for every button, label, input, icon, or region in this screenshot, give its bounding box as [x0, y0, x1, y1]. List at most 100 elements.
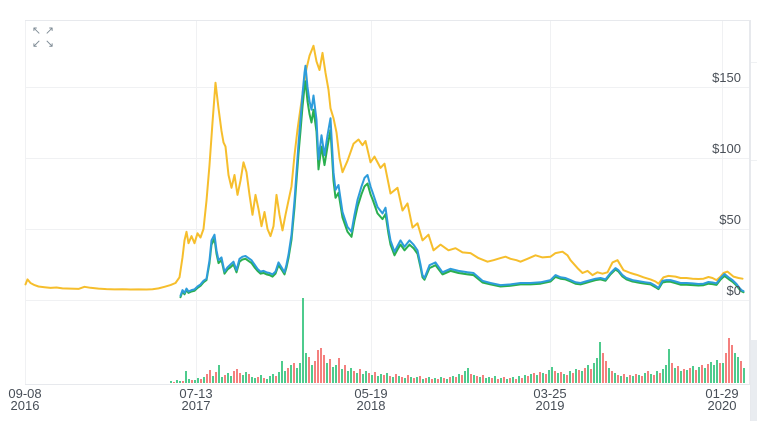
volume-bar-up: [176, 380, 178, 383]
volume-bar-down: [293, 363, 295, 383]
volume-bar-up: [254, 378, 256, 383]
volume-bar-down: [611, 371, 613, 383]
volume-bar-up: [581, 371, 583, 383]
volume-bar-up: [593, 363, 595, 383]
volume-bar-up: [608, 368, 610, 383]
x-axis-label-date: 09-08: [8, 386, 42, 401]
volume-bar-up: [428, 377, 430, 383]
volume-bar-up: [692, 366, 694, 383]
volume-bar-up: [362, 374, 364, 383]
adjacent-panel-edge: [750, 20, 757, 421]
volume-bar-up: [656, 371, 658, 383]
volume-bar-up: [587, 365, 589, 383]
volume-bar-up: [710, 362, 712, 383]
x-axis-label-year: 2018: [356, 398, 386, 413]
volume-bar-up: [227, 373, 229, 383]
volume-bar-down: [419, 376, 421, 383]
volume-bar-down: [740, 361, 742, 383]
volume-bar-up: [500, 378, 502, 383]
volume-bar-up: [221, 377, 223, 383]
x-axis-label-date: 07-13: [179, 386, 213, 401]
volume-bar-down: [491, 378, 493, 383]
x-axis-label-date: 03-25: [533, 386, 567, 401]
volume-bar-down: [725, 353, 727, 383]
volume-bar-down: [320, 348, 322, 383]
volume-bar-down: [275, 376, 277, 383]
volume-bar-down: [509, 378, 511, 383]
volume-bar-up: [734, 353, 736, 383]
volume-bar-up: [242, 375, 244, 383]
blue-price-line: [179, 64, 745, 297]
volume-bar-down: [719, 363, 721, 383]
volume-bar-up: [494, 376, 496, 383]
volume-bar-up: [416, 377, 418, 383]
volume-bar-down: [431, 379, 433, 383]
x-axis-label: 07-13 2017: [164, 386, 228, 412]
volume-bar-down: [647, 371, 649, 383]
volume-bar-up: [548, 370, 550, 383]
x-axis-label: 01-29 2020: [690, 387, 754, 412]
volume-bar-down: [527, 376, 529, 383]
volume-bar-up: [305, 353, 307, 383]
volume-bar-up: [266, 379, 268, 383]
volume-bar-down: [353, 371, 355, 383]
volume-bar-up: [488, 377, 490, 383]
x-axis-label: 09-08 2016: [0, 386, 57, 412]
volume-bar-down: [233, 371, 235, 383]
volume-bar-up: [218, 365, 220, 383]
volume-bar-up: [467, 368, 469, 383]
volume-bar-down: [182, 381, 184, 383]
volume-bar-up: [311, 365, 313, 383]
volume-bar-up: [557, 373, 559, 383]
volume-bar-down: [482, 375, 484, 383]
volume-bar-up: [506, 379, 508, 383]
volume-bar-down: [314, 361, 316, 383]
volume-bar-up: [599, 342, 601, 383]
chart-panel: [25, 20, 750, 385]
volume-bar-down: [689, 368, 691, 383]
volume-bar-up: [272, 374, 274, 383]
volume-bar-up: [326, 363, 328, 383]
volume-bar-down: [515, 379, 517, 383]
volume-bar-up: [644, 373, 646, 383]
volume-bar-up: [626, 377, 628, 383]
volume-bar-up: [614, 373, 616, 383]
volume-bar-up: [473, 375, 475, 383]
volume-bar-up: [230, 376, 232, 383]
volume-bar-down: [239, 373, 241, 383]
volume-bar-down: [497, 379, 499, 383]
expand-chart-button[interactable]: ↖ ↗ ↙ ↘: [30, 26, 56, 52]
volume-bar-up: [446, 379, 448, 383]
volume-bar-up: [713, 365, 715, 383]
volume-bar-up: [536, 375, 538, 383]
volume-bar-down: [374, 372, 376, 383]
volume-bar-down: [605, 361, 607, 383]
volume-bar-down: [584, 368, 586, 383]
volume-bar-up: [596, 358, 598, 383]
volume-bar-up: [479, 377, 481, 383]
volume-bar-down: [578, 370, 580, 383]
volume-bar-up: [434, 378, 436, 383]
y-axis-label: $100: [712, 141, 741, 156]
volume-bar-up: [620, 376, 622, 383]
volume-bar-up: [680, 371, 682, 383]
volume-bar-down: [437, 379, 439, 383]
volume-bar-down: [455, 377, 457, 383]
expand-arrow-se-icon: ↘: [44, 38, 55, 50]
volume-bar-up: [638, 375, 640, 383]
volume-bar-up: [278, 372, 280, 383]
volume-bar-up: [485, 378, 487, 383]
volume-bar-down: [389, 376, 391, 383]
volume-bar-up: [179, 381, 181, 383]
volume-bar-down: [617, 375, 619, 383]
volume-bar-down: [359, 369, 361, 383]
volume-bar-down: [503, 377, 505, 383]
volume-bar-up: [335, 365, 337, 383]
volume-bar-up: [464, 371, 466, 383]
volume-bar-up: [377, 376, 379, 383]
volume-bar-down: [659, 373, 661, 383]
volume-bar-down: [401, 377, 403, 383]
volume-bar-up: [440, 377, 442, 383]
y-axis-label: $50: [719, 212, 741, 227]
volume-bar-down: [554, 371, 556, 383]
